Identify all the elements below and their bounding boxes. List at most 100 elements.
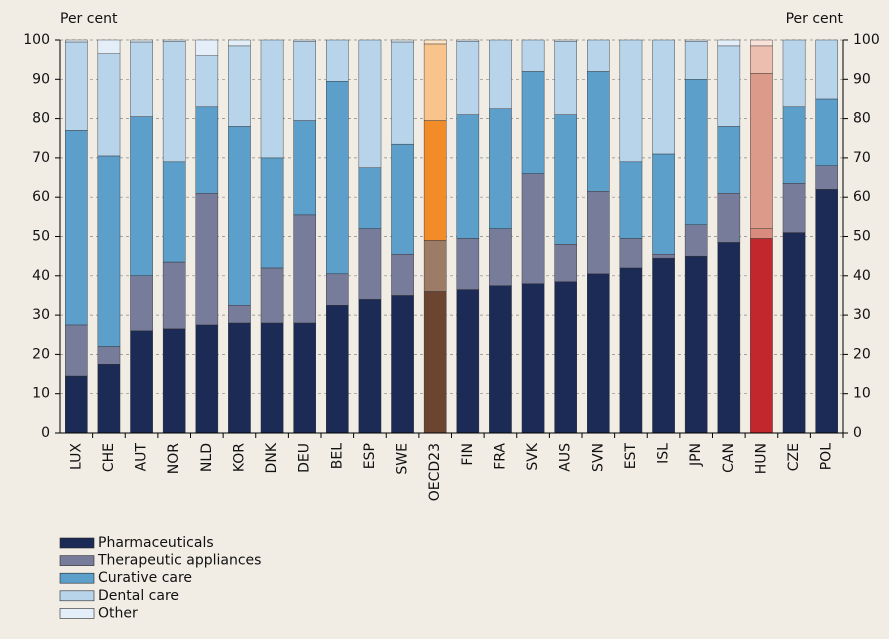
bar-segment <box>782 183 806 233</box>
y-axis-label: Per cent <box>60 11 118 27</box>
bar-segment <box>228 45 251 127</box>
bar-segment <box>717 45 741 127</box>
bar-segment <box>652 257 675 434</box>
bar-segment <box>652 253 675 259</box>
bar-segment <box>65 130 88 326</box>
bar-segment <box>391 295 414 434</box>
y-tick-label-right: 50 <box>853 229 871 245</box>
y-tick-label-right: 100 <box>853 32 880 48</box>
bar-segment <box>97 346 121 365</box>
bar-segment <box>684 40 708 80</box>
x-tick-label: DNK <box>264 442 280 473</box>
legend-swatch <box>59 590 95 602</box>
x-tick-label: HUN <box>753 443 769 474</box>
x-tick-label: NLD <box>199 443 215 472</box>
y-tick-label: 20 <box>32 346 50 362</box>
bar-segment <box>260 39 284 159</box>
x-tick-label: LUX <box>68 443 84 470</box>
y-tick-label-right: 80 <box>853 111 871 127</box>
bar-segment <box>162 39 186 42</box>
legend-label: Pharmaceuticals <box>98 535 214 551</box>
x-tick-label: NOR <box>166 443 182 474</box>
legend-label: Therapeutic appliances <box>97 553 261 569</box>
bar-segment <box>293 120 316 216</box>
bar-segment <box>684 79 708 225</box>
bar-segment <box>423 291 447 434</box>
y-tick-label-right: 60 <box>853 189 871 205</box>
bar-segment <box>130 330 153 434</box>
bar-segment <box>750 73 773 229</box>
x-tick-label: CHE <box>101 443 117 472</box>
bar-segment <box>162 40 186 163</box>
y-tick-label: 0 <box>41 425 50 441</box>
legend-swatch <box>59 555 95 566</box>
bar-segment <box>65 39 88 43</box>
bar-segment <box>684 224 708 257</box>
bar-segment <box>130 41 153 117</box>
bar-segment <box>456 39 480 42</box>
bar-segment <box>358 228 382 300</box>
bar-segment <box>326 273 349 306</box>
bar-segment <box>228 322 251 434</box>
y-tick-label-right: 40 <box>853 268 871 284</box>
bar-segment <box>97 155 121 347</box>
bar-segment <box>391 143 414 255</box>
y-tick-label: 90 <box>32 71 50 87</box>
bar-segment <box>260 267 284 324</box>
bar-segment <box>521 173 545 284</box>
bar-segment <box>489 228 512 286</box>
bar-segment <box>717 126 741 194</box>
y-tick-label: 60 <box>32 189 50 205</box>
bar-segment <box>619 267 643 434</box>
bar-segment <box>684 255 708 434</box>
bar-segment <box>260 157 284 269</box>
y-tick-label-right: 10 <box>853 386 871 402</box>
legend-label: Curative care <box>98 570 192 586</box>
y-tick-label-right: 70 <box>853 150 871 166</box>
y-tick-label: 100 <box>23 32 50 48</box>
bar-segment <box>293 214 316 324</box>
bar-segment <box>423 120 447 241</box>
y-tick-label: 80 <box>32 111 50 127</box>
legend-label: Dental care <box>98 588 179 604</box>
bar-segment <box>423 43 447 121</box>
bar-segment <box>195 193 219 326</box>
bar-segment <box>391 41 414 145</box>
y-axis-label-right: Per cent <box>786 11 844 27</box>
bar-segment <box>815 39 838 100</box>
bar-segment <box>162 161 186 263</box>
bar-segment <box>326 39 349 82</box>
legend-swatch <box>59 608 95 619</box>
x-tick-label: OECD23 <box>427 443 443 501</box>
bar-segment <box>130 275 153 332</box>
bar-segment <box>423 240 447 292</box>
bar-segment <box>782 106 806 184</box>
bar-segment <box>358 299 382 434</box>
bar-segment <box>587 71 610 192</box>
y-tick-label-right: 0 <box>853 425 862 441</box>
bar-segment <box>162 261 186 330</box>
x-tick-label: EST <box>623 443 639 470</box>
bar-segment <box>782 232 806 434</box>
bar-segment <box>815 189 838 434</box>
bar-segment <box>423 39 447 45</box>
bar-segment <box>228 305 251 324</box>
bar-segment <box>750 45 773 74</box>
bar-segment <box>717 193 741 243</box>
bar-segment <box>260 322 284 434</box>
bar-segment <box>97 364 121 434</box>
bar-segment <box>195 55 219 108</box>
legend-label: Other <box>98 605 138 621</box>
bar-segment <box>521 39 545 72</box>
bar-segment <box>456 40 480 115</box>
bar-segment <box>554 281 577 434</box>
bar-segment <box>684 39 708 42</box>
bar-segment <box>587 39 610 72</box>
bar-segment <box>293 39 316 42</box>
bar-segment <box>97 39 121 54</box>
legend-swatch <box>59 572 95 584</box>
x-tick-label: AUT <box>134 443 150 472</box>
x-tick-label: DEU <box>297 443 313 473</box>
legend-swatch <box>59 537 95 549</box>
